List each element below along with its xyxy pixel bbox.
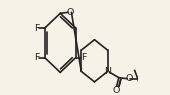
Text: F: F xyxy=(34,53,39,62)
Text: F: F xyxy=(34,24,39,33)
Text: O: O xyxy=(125,74,132,83)
Text: N: N xyxy=(104,67,111,76)
Text: F: F xyxy=(81,53,86,62)
Text: O: O xyxy=(66,8,73,17)
Text: O: O xyxy=(113,86,120,95)
